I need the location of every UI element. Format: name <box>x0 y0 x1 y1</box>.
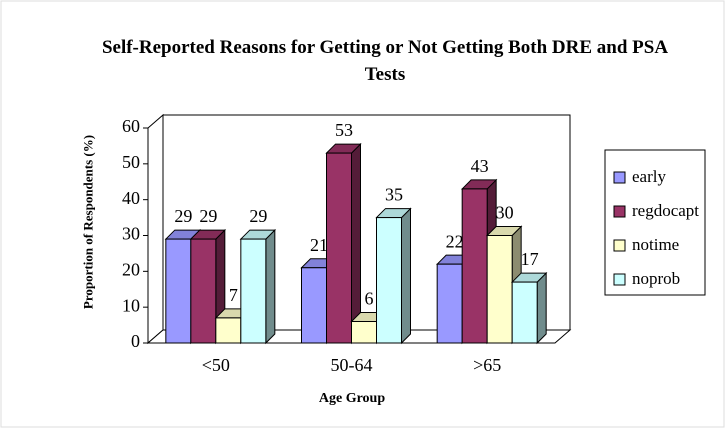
bar-front <box>436 263 463 344</box>
bar-front <box>165 238 192 344</box>
legend-swatch <box>613 171 626 184</box>
x-axis-title: Age Group <box>319 391 385 406</box>
value-label: 6 <box>365 289 374 309</box>
bar <box>189 228 227 345</box>
bar-front <box>376 217 402 344</box>
x-tick-label: <50 <box>202 355 230 375</box>
y-tick-label: 60 <box>122 116 140 136</box>
bar-front <box>326 152 352 344</box>
legend-swatch <box>613 239 626 252</box>
y-tick-label: 40 <box>122 188 140 208</box>
value-label: 17 <box>521 249 539 269</box>
legend-label: notime <box>632 235 679 254</box>
value-label: 35 <box>385 185 403 205</box>
legend-label: early <box>632 167 666 186</box>
y-tick-label: 10 <box>122 295 140 315</box>
value-label: 30 <box>496 203 514 223</box>
bar <box>375 207 412 345</box>
x-tick-label: >65 <box>473 355 501 375</box>
y-tick-label: 20 <box>122 259 140 279</box>
bar-front <box>240 238 267 344</box>
bar-front <box>461 188 488 344</box>
value-label: 29 <box>199 206 217 226</box>
bar-front <box>511 281 538 344</box>
bar-side <box>401 207 411 345</box>
bar-front <box>190 238 217 344</box>
bar-front <box>486 235 513 344</box>
value-label: 21 <box>310 235 328 255</box>
y-axis-title: Proportion of Respondents (%) <box>80 134 96 310</box>
value-label: 29 <box>249 206 267 226</box>
value-label: 22 <box>446 231 464 251</box>
side-wall <box>147 113 164 345</box>
bar <box>325 142 362 345</box>
bar <box>510 271 548 345</box>
bar-front <box>301 267 327 344</box>
value-label: 43 <box>471 156 489 176</box>
legend-label: regdocapt <box>632 201 699 220</box>
bar-front <box>215 317 242 344</box>
x-tick-label: 50-64 <box>331 355 373 375</box>
y-tick-label: 0 <box>131 331 140 351</box>
bar-front <box>351 321 377 344</box>
legend-label: noprob <box>632 269 680 288</box>
legend-swatch <box>613 205 626 218</box>
value-label: 53 <box>335 120 353 140</box>
value-label: 7 <box>229 285 238 305</box>
bar-side <box>536 271 547 345</box>
bar <box>239 228 277 345</box>
y-tick-label: 50 <box>122 152 140 172</box>
y-tick-label: 30 <box>122 224 140 244</box>
bar-side <box>265 228 276 345</box>
chart-title: Self-Reported Reasons for Getting or Not… <box>101 37 669 85</box>
value-label: 29 <box>174 206 192 226</box>
legend-swatch <box>613 273 626 286</box>
